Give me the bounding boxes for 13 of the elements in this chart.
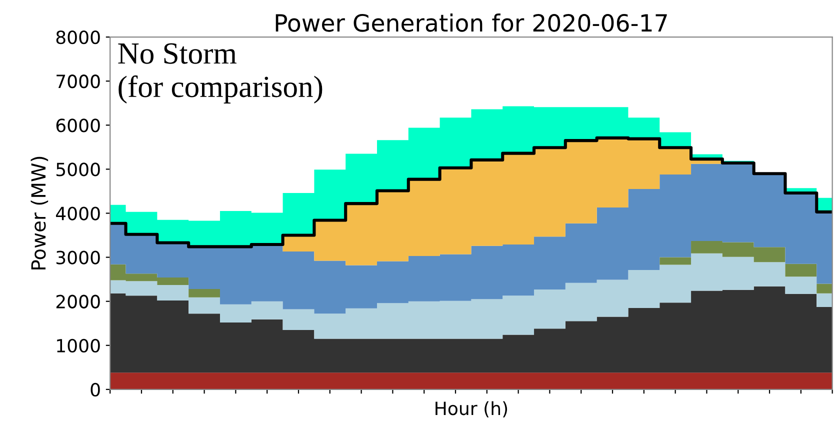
y-tick-label: 8000 — [56, 30, 100, 44]
y-tick-label: 1000 — [57, 338, 100, 352]
annotation: No Storm (for comparison) — [118, 43, 322, 104]
y-tick-label: 3000 — [56, 250, 100, 264]
y-tick-label: 7000 — [56, 74, 100, 88]
x-axis-title: Hour (h) — [436, 401, 508, 418]
y-tick-label: 4000 — [56, 206, 100, 220]
y-tick-label: 5000 — [56, 162, 100, 176]
y-tick-label: 2000 — [56, 294, 100, 308]
y-tick-label: 6000 — [56, 118, 100, 132]
y-tick-label: 0 — [90, 382, 100, 397]
y-axis-title: Power (MW) — [30, 156, 48, 270]
chart-title: Power Generation for 2020-06-17 — [276, 14, 667, 32]
